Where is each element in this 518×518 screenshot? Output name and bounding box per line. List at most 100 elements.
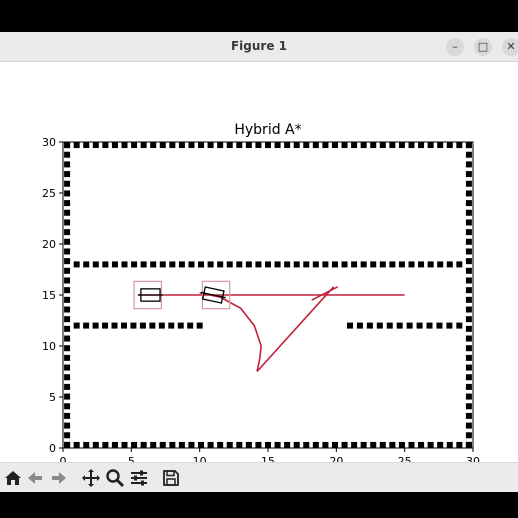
obstacle-marker — [64, 200, 71, 207]
title-bar[interactable]: Figure 1 – □ ✕ — [0, 32, 518, 62]
obstacle-marker — [102, 322, 109, 329]
obstacle-marker — [64, 171, 71, 178]
figure-window: Figure 1 – □ ✕ Hybrid A* 0 5 10 15 20 25 30 0 5 1… — [0, 32, 518, 492]
obstacle-marker — [465, 374, 472, 381]
minimize-button[interactable]: – — [446, 38, 464, 56]
obstacle-marker — [158, 322, 165, 329]
obstacle-marker — [92, 322, 99, 329]
chart-title: Hybrid A* — [234, 122, 301, 138]
plot-svg: Hybrid A* 0 5 10 15 20 25 30 0 5 10 15 20 25 30 — [42, 122, 480, 468]
figure-canvas[interactable]: Hybrid A* 0 5 10 15 20 25 30 0 5 10 15 20 25 30 — [0, 62, 518, 468]
obstacle-marker — [379, 142, 386, 149]
obstacle-marker — [370, 142, 377, 149]
obstacle-marker — [226, 142, 233, 149]
y-tick-label: 0 — [49, 442, 56, 455]
y-tick-label: 5 — [49, 391, 56, 404]
obstacle-marker — [111, 261, 118, 268]
close-button[interactable]: ✕ — [502, 38, 518, 56]
obstacle-marker — [236, 261, 243, 268]
obstacle-marker — [168, 322, 175, 329]
obstacle-marker — [64, 306, 71, 313]
obstacle-marker — [436, 322, 443, 329]
obstacle-marker — [341, 142, 348, 149]
obstacle-marker — [255, 142, 262, 149]
x-tick-label: 15 — [261, 455, 275, 462]
obstacle-marker — [408, 441, 415, 448]
obstacle-marker — [331, 261, 338, 268]
y-tick-label: 10 — [42, 340, 56, 353]
pan-icon[interactable] — [80, 467, 102, 489]
obstacle-marker — [217, 142, 224, 149]
path-line — [199, 292, 262, 372]
obstacle-marker — [64, 180, 71, 187]
vehicle — [137, 288, 164, 302]
obstacle-marker — [416, 322, 423, 329]
x-tick-label: 5 — [128, 455, 135, 462]
obstacle-marker — [159, 441, 166, 448]
obstacle-marker — [64, 190, 71, 197]
obstacle-marker — [465, 296, 472, 303]
obstacle-marker — [187, 322, 194, 329]
obstacle-marker — [64, 412, 71, 419]
obstacle-marker — [274, 142, 281, 149]
obstacle-marker — [376, 322, 383, 329]
obstacle-marker — [396, 322, 403, 329]
obstacle-marker — [465, 190, 472, 197]
configure-icon[interactable] — [128, 467, 150, 489]
home-icon[interactable] — [2, 467, 24, 489]
back-arrow-icon[interactable] — [24, 467, 46, 489]
obstacle-marker — [64, 393, 71, 400]
obstacle-marker — [92, 441, 99, 448]
y-tick-label: 25 — [42, 187, 56, 200]
obstacle-marker — [64, 432, 71, 439]
x-tick-label: 0 — [60, 455, 67, 462]
obstacle-marker — [456, 441, 463, 448]
obstacle-marker — [437, 142, 444, 149]
obstacle-marker — [456, 322, 463, 329]
obstacle-marker — [111, 441, 118, 448]
x-tick-label: 10 — [193, 455, 207, 462]
obstacle-marker — [178, 261, 185, 268]
maximize-button[interactable]: □ — [474, 38, 492, 56]
path-line — [256, 286, 335, 373]
obstacle-marker — [465, 325, 472, 332]
obstacle-marker — [169, 142, 176, 149]
obstacle-marker — [64, 219, 71, 226]
obstacle-marker — [366, 322, 373, 329]
obstacle-marker — [341, 261, 348, 268]
obstacle-marker — [427, 261, 434, 268]
obstacle-marker — [198, 261, 205, 268]
obstacle-marker — [140, 142, 147, 149]
obstacle-marker — [178, 441, 185, 448]
obstacle-marker — [427, 441, 434, 448]
obstacle-marker — [198, 441, 205, 448]
obstacle-marker — [64, 248, 71, 255]
obstacle-marker — [408, 261, 415, 268]
obstacle-marker — [284, 261, 291, 268]
obstacle-marker — [64, 277, 71, 284]
obstacle-marker — [196, 322, 203, 329]
obstacle-marker — [102, 142, 109, 149]
forward-arrow-icon[interactable] — [48, 467, 70, 489]
obstacle-marker — [131, 142, 138, 149]
obstacle-marker — [386, 322, 393, 329]
save-icon[interactable] — [160, 467, 182, 489]
obstacle-marker — [446, 322, 453, 329]
obstacle-marker — [465, 432, 472, 439]
obstacle-marker — [245, 142, 252, 149]
obstacle-marker — [140, 441, 147, 448]
obstacle-marker — [437, 261, 444, 268]
obstacle-marker — [131, 261, 138, 268]
zoom-icon[interactable] — [104, 467, 126, 489]
obstacle-marker — [150, 261, 157, 268]
obstacle-marker — [293, 441, 300, 448]
obstacle-marker — [360, 441, 367, 448]
obstacle-marker — [293, 142, 300, 149]
obstacle-marker — [465, 316, 472, 323]
obstacle-marker — [64, 325, 71, 332]
obstacle-marker — [64, 238, 71, 245]
obstacle-marker — [64, 229, 71, 236]
obstacle-marker — [465, 219, 472, 226]
obstacle-marker — [64, 354, 71, 361]
obstacle-marker — [245, 261, 252, 268]
